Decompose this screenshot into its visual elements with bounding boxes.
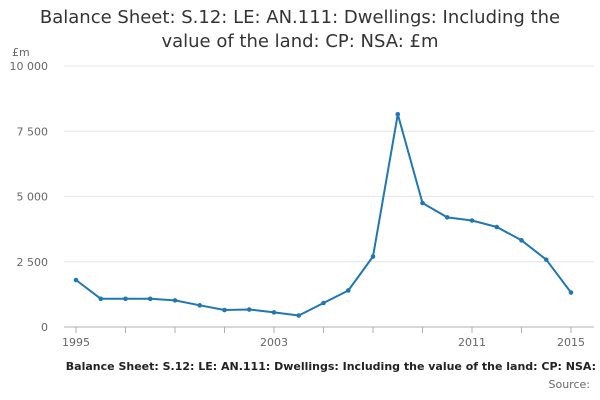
- data-point: [98, 296, 104, 302]
- chart-title-line-2: value of the land: CP: NSA: £m: [161, 31, 439, 52]
- y-tick-label: 10 000: [10, 60, 49, 73]
- y-tick-label: 2 500: [17, 256, 49, 269]
- footer-source: Source:: [548, 378, 591, 391]
- data-point: [197, 303, 203, 308]
- data-point: [222, 307, 227, 313]
- data-point: [370, 254, 376, 259]
- series-line: [75, 113, 572, 317]
- y-axis-unit-label: £m: [12, 46, 30, 59]
- data-point: [469, 218, 475, 223]
- data-point: [123, 296, 128, 302]
- data-point: [494, 224, 500, 230]
- y-tick-label: 5 000: [17, 191, 49, 204]
- data-point: [172, 298, 178, 303]
- data-point: [271, 310, 277, 315]
- y-tick-label: 7 500: [17, 125, 49, 138]
- chart-title-line-1: Balance Sheet: S.12: LE: AN.111: Dwellin…: [39, 7, 561, 28]
- data-point: [296, 313, 302, 318]
- data-point: [420, 200, 425, 206]
- gridlines: [64, 65, 594, 263]
- data-point: [568, 290, 574, 295]
- data-points: [73, 111, 574, 318]
- data-point: [321, 300, 326, 306]
- data-point: [246, 307, 252, 312]
- data-point: [444, 215, 450, 220]
- x-tick-label: 2003: [260, 336, 288, 349]
- data-point: [395, 111, 401, 117]
- data-point: [345, 288, 351, 293]
- x-tick-label: 1995: [62, 336, 90, 349]
- x-tick-label: 2015: [557, 336, 585, 349]
- x-tick-label: 2011: [458, 336, 486, 349]
- data-point: [519, 238, 524, 243]
- data-point: [73, 277, 79, 283]
- chart-title: Balance Sheet: S.12: LE: AN.111: Dwellin…: [20, 6, 580, 54]
- data-point: [147, 296, 153, 302]
- series-line-layer: [75, 113, 572, 317]
- data-point: [543, 257, 549, 262]
- y-tick-label: 0: [41, 321, 48, 334]
- axes: 0 2 500 5 000 7 500 10 000 1995 2003 2011 2015: [10, 60, 594, 349]
- footer-caption: Balance Sheet: S.12: LE: AN.111: Dwellin…: [65, 360, 596, 373]
